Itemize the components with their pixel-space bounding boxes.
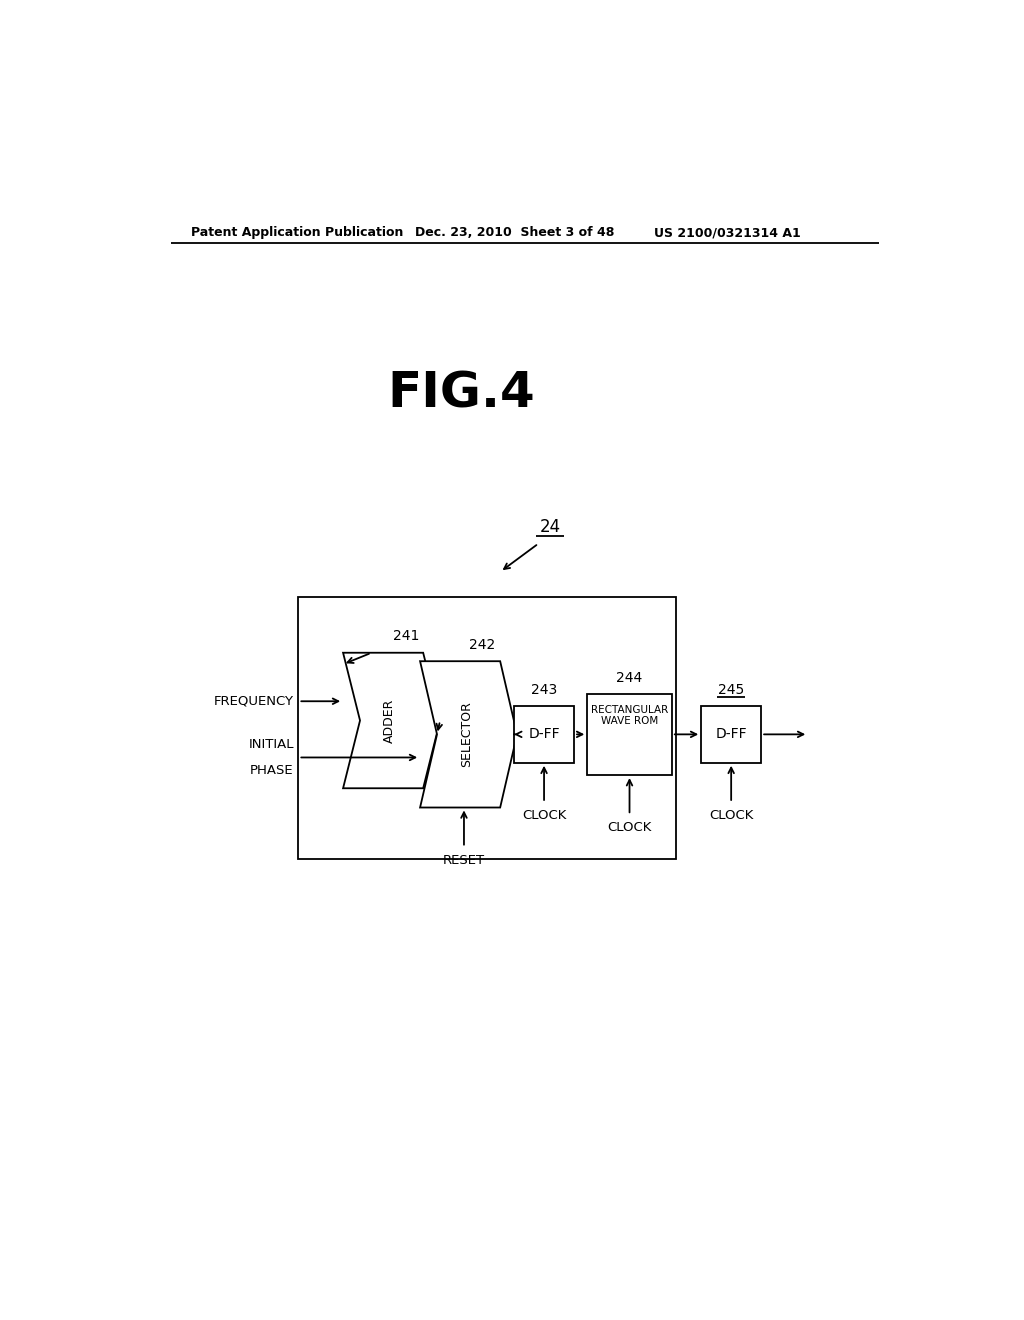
- Text: 245: 245: [718, 682, 744, 697]
- Text: RECTANGULAR: RECTANGULAR: [591, 705, 668, 715]
- Text: RESET: RESET: [443, 854, 485, 867]
- Bar: [701, 706, 761, 763]
- Polygon shape: [420, 661, 517, 808]
- Text: ADDER: ADDER: [383, 698, 396, 743]
- Text: Patent Application Publication: Patent Application Publication: [190, 226, 403, 239]
- Text: US 2100/0321314 A1: US 2100/0321314 A1: [654, 226, 801, 239]
- Text: D-FF: D-FF: [716, 727, 746, 742]
- Text: PHASE: PHASE: [250, 764, 294, 777]
- Text: D-FF: D-FF: [528, 727, 560, 742]
- Bar: [298, 597, 676, 859]
- Polygon shape: [343, 653, 440, 788]
- Text: FREQUENCY: FREQUENCY: [214, 694, 294, 708]
- Text: 243: 243: [530, 682, 557, 697]
- Text: Dec. 23, 2010  Sheet 3 of 48: Dec. 23, 2010 Sheet 3 of 48: [416, 226, 614, 239]
- Text: WAVE ROM: WAVE ROM: [601, 715, 658, 726]
- Text: CLOCK: CLOCK: [607, 821, 651, 834]
- Text: CLOCK: CLOCK: [709, 809, 754, 822]
- Bar: [514, 706, 574, 763]
- Text: SELECTOR: SELECTOR: [460, 701, 473, 767]
- Text: 244: 244: [616, 671, 643, 685]
- Text: 24: 24: [540, 517, 561, 536]
- Text: 241: 241: [393, 630, 420, 644]
- Text: CLOCK: CLOCK: [522, 809, 566, 822]
- Bar: [587, 694, 672, 775]
- Text: FIG.4: FIG.4: [388, 370, 536, 417]
- Text: INITIAL: INITIAL: [248, 738, 294, 751]
- Text: 242: 242: [469, 638, 495, 652]
